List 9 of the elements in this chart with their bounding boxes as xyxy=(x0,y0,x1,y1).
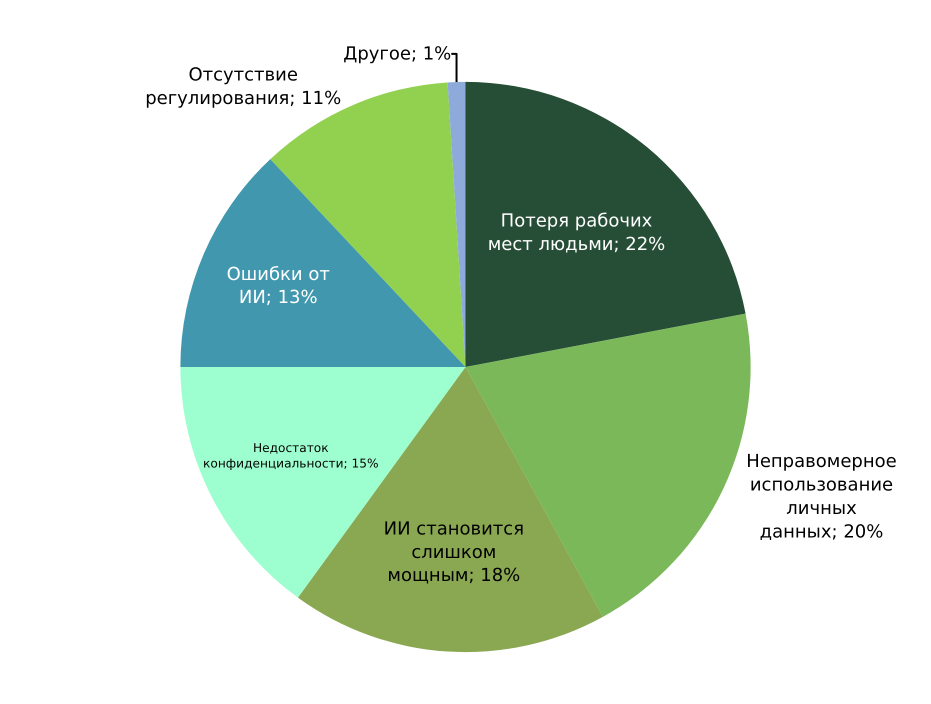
slice-label: Ошибки от ИИ; 13% xyxy=(226,264,330,308)
slice-label: Другое; 1% xyxy=(343,43,452,64)
slice-label: Неправомерное использование личных данных; 20% xyxy=(746,451,897,542)
pie-slice xyxy=(466,82,746,367)
slice-label: Потеря рабочих мест людьми; 22% xyxy=(488,210,666,256)
slice-label: ИИ становится слишком мощным; 18% xyxy=(384,518,524,586)
slice-label: Отсутствие регулирования; 11% xyxy=(145,64,342,109)
slice-label: Недостаток конфиденциальности; 15% xyxy=(203,440,379,471)
pie-slice xyxy=(180,159,466,367)
